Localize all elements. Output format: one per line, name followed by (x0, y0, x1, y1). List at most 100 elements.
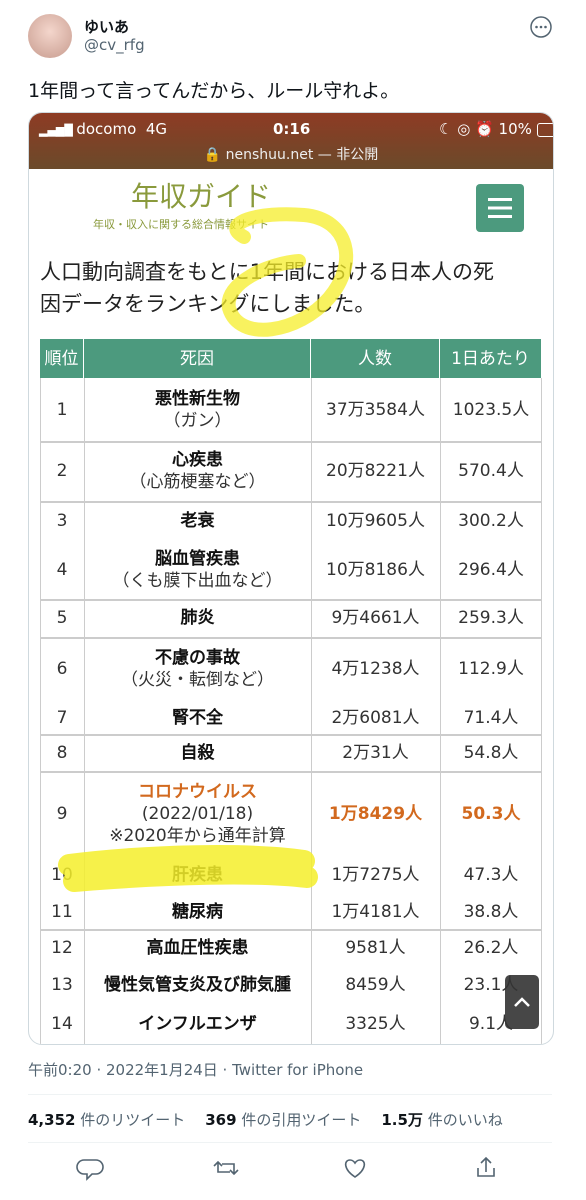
table-border (40, 771, 542, 773)
cause-line: ※2020年から通年計算 (109, 825, 286, 846)
table-border (40, 1044, 542, 1045)
per-day-cell: 26.2人 (463, 937, 519, 958)
rank-cell: 3 (56, 511, 68, 531)
per-day-cell: 296.4人 (458, 560, 524, 580)
rank-cell: 1 (56, 399, 68, 420)
rank-cell: 12 (51, 937, 73, 958)
count-cell: 10万8186人 (326, 560, 425, 580)
cause-line: 肺炎 (180, 608, 215, 628)
site-logo[interactable]: 年収ガイド (131, 180, 272, 213)
count-cell: 2万6081人 (331, 707, 420, 728)
heading-line: 人口動向調査をもとに1年間における日本人の死 (40, 260, 494, 284)
rank-cell: 14 (51, 1013, 73, 1034)
count-cell: 4万1238人 (331, 659, 420, 679)
table-border (311, 378, 312, 1044)
count-cell: 1万7275人 (331, 865, 420, 885)
cause-line: 肝疾患 (172, 865, 223, 885)
stat-count: 369 (205, 1111, 237, 1129)
share-button[interactable] (477, 1156, 495, 1177)
site-tagline: 年収・収入に関する総合情報サイト (93, 218, 269, 231)
per-day-cell: 47.3人 (463, 865, 519, 885)
table-border (40, 501, 542, 503)
cause-line: 不慮の事故 (155, 648, 240, 668)
table-header: 順位 (40, 339, 84, 378)
stat-label: 件の引用ツイート (241, 1111, 362, 1129)
per-day-cell: 54.8人 (463, 742, 519, 763)
count-cell: 8459人 (345, 974, 406, 995)
reply-button[interactable] (76, 1159, 104, 1181)
count-cell: 1万4181人 (331, 901, 420, 922)
stat[interactable]: 1.5万 件のいいね (381, 1111, 502, 1129)
more-button[interactable] (530, 16, 552, 38)
per-day-cell: 50.3人 (461, 803, 521, 824)
cause-line: 高血圧性疾患 (146, 937, 249, 958)
table-header: 1日あたり (440, 339, 542, 378)
heading-line: 因データをランキングにしました。 (40, 292, 376, 316)
carrier: docomo (76, 120, 137, 138)
scroll-top-button[interactable] (505, 975, 539, 1029)
count-cell: 3325人 (345, 1013, 406, 1034)
retweet-button[interactable] (213, 1160, 239, 1176)
tweet-image[interactable]: ▂▄▆█ docomo 4G 0:16 ☾ ◎ ⏰ 10% 🔒 nenshuu.… (28, 112, 554, 1045)
rank-cell: 13 (51, 974, 73, 995)
rank-cell: 7 (56, 707, 68, 728)
cause-line: （くも膜下出血など） (112, 571, 283, 591)
per-day-cell: 112.9人 (458, 659, 524, 679)
cause-cell: 慢性気管支炎及び肺気腫 (84, 966, 311, 1003)
cause-line: 悪性新生物 (155, 388, 240, 409)
table-header: 人数 (311, 339, 440, 378)
cause-line: (2022/01/18) (141, 803, 254, 824)
per-day-cell: 300.2人 (458, 511, 524, 531)
cause-cell: コロナウイルス (2022/01/18) ※2020年から通年計算 (84, 771, 311, 856)
table-border (40, 378, 41, 1044)
menu-button[interactable] (476, 184, 524, 232)
cause-line: （ガン） (163, 410, 232, 431)
count-cell: 10万9605人 (326, 511, 425, 531)
table-border (40, 599, 542, 601)
stat-label: 件のいいね (427, 1111, 503, 1129)
stat-count: 1.5万 (381, 1111, 423, 1129)
stat[interactable]: 369 件の引用ツイート (205, 1111, 361, 1129)
rank-cell: 11 (51, 901, 73, 922)
rank-cell: 5 (56, 608, 68, 628)
like-button[interactable] (344, 1159, 366, 1178)
status-bar: ▂▄▆█ docomo 4G 0:16 ☾ ◎ ⏰ 10% 🔒 nenshuu.… (29, 113, 553, 169)
per-day-cell: 71.4人 (463, 707, 519, 728)
tweet-text: 1年間って言ってんだから、ルール守れよ。 (28, 80, 400, 102)
table-border (84, 378, 85, 1044)
per-day-cell: 23.1人 (463, 974, 519, 995)
battery: 10% (498, 120, 532, 138)
table-header: 死因 (84, 339, 311, 378)
cause-cell: 肝疾患 (84, 856, 311, 894)
rank-cell: 6 (56, 659, 68, 679)
cause-line: （火災・転倒など） (121, 670, 274, 690)
cause-cell: 脳血管疾患 （くも膜下出血など） (84, 541, 311, 599)
cause-line: 老衰 (180, 511, 215, 531)
table-border (40, 929, 542, 931)
cause-line: 慢性気管支炎及び肺気腫 (104, 974, 291, 995)
cause-line: コロナウイルス (138, 781, 257, 802)
rank-cell: 2 (56, 461, 68, 481)
per-day-cell: 1023.5人 (452, 399, 530, 420)
cause-cell: 高血圧性疾患 (84, 929, 311, 966)
url: nenshuu.net — 非公開 (225, 147, 379, 163)
rank-cell: 8 (56, 742, 68, 763)
author-handle[interactable]: @cv_rfg (84, 36, 145, 54)
cause-cell: 悪性新生物 （ガン） (84, 378, 311, 441)
cause-line: 心疾患 (172, 450, 223, 470)
count-cell: 9万4661人 (331, 608, 420, 628)
cause-cell: インフルエンザ (84, 1003, 311, 1044)
stats: 4,352 件のリツイート 369 件の引用ツイート 1.5万 件のいいね (28, 1109, 523, 1130)
stat-count: 4,352 (28, 1111, 76, 1129)
avatar[interactable] (28, 14, 72, 58)
author-name[interactable]: ゆいあ (84, 18, 130, 36)
stat-label: 件のリツイート (80, 1111, 186, 1129)
stat[interactable]: 4,352 件のリツイート (28, 1111, 185, 1129)
cause-line: インフルエンザ (138, 1013, 257, 1034)
count-cell: 1万8429人 (328, 803, 423, 824)
tweet-meta: 午前0:20 · 2022年1月24日 · Twitter for iPhone (28, 1061, 364, 1079)
heading: 人口動向調査をもとに1年間における日本人の死 因データをランキングにしました。 (40, 256, 494, 320)
cause-line: （心筋梗塞など） (129, 472, 266, 492)
cause-cell: 腎不全 (84, 701, 311, 734)
cause-line: 脳血管疾患 (155, 549, 240, 569)
